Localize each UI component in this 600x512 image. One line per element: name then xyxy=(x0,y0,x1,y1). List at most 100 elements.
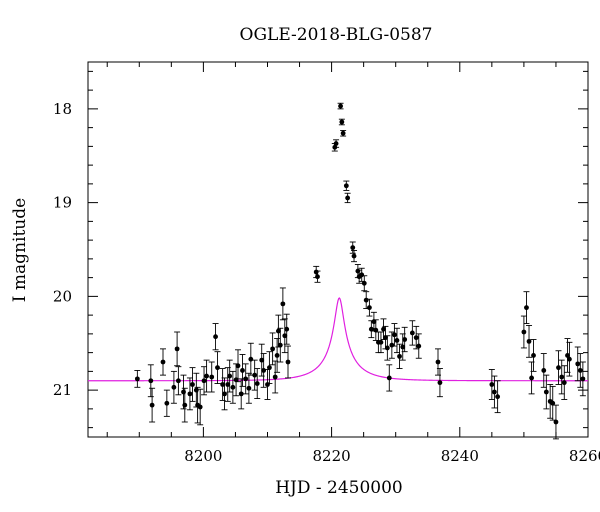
data-point xyxy=(367,305,372,311)
x-tick-label: 8200 xyxy=(184,447,222,465)
data-point xyxy=(400,344,406,350)
y-tick-label: 19 xyxy=(53,194,72,212)
data-point xyxy=(201,378,207,384)
data-point xyxy=(343,183,349,189)
data-point xyxy=(261,368,267,373)
data-point xyxy=(160,359,166,365)
data-point xyxy=(580,376,586,382)
data-point xyxy=(561,380,567,386)
data-point xyxy=(149,402,155,408)
data-point xyxy=(171,384,177,390)
chart-title: OGLE-2018-BLG-0587 xyxy=(240,25,433,45)
data-point xyxy=(435,359,441,365)
y-tick-label: 18 xyxy=(53,100,72,118)
data-point xyxy=(230,384,236,390)
data-point xyxy=(437,380,443,386)
data-point xyxy=(489,382,495,387)
data-point xyxy=(315,274,320,280)
data-point xyxy=(350,245,356,251)
data-point xyxy=(556,365,561,371)
data-point xyxy=(277,342,283,348)
data-point xyxy=(386,375,392,381)
x-tick-label: 8240 xyxy=(441,447,479,465)
plot-area: 8200 8220 8240 8260 18 19 20 21 xyxy=(53,61,600,465)
data-point xyxy=(148,378,154,384)
data-point xyxy=(345,195,351,201)
data-point xyxy=(351,253,357,259)
data-point xyxy=(577,368,583,373)
data-point xyxy=(333,141,339,146)
model-curve xyxy=(88,297,588,382)
data-point xyxy=(270,346,276,352)
y-tick-label: 21 xyxy=(53,381,72,399)
data-point xyxy=(384,345,390,351)
data-point xyxy=(164,400,170,406)
data-point xyxy=(285,359,291,365)
data-point xyxy=(394,338,400,343)
data-point xyxy=(371,319,377,325)
data-point xyxy=(397,353,402,359)
data-point xyxy=(381,326,386,332)
data-point xyxy=(363,297,369,303)
data-point xyxy=(190,382,195,387)
data-point xyxy=(409,330,415,336)
data-point xyxy=(524,305,529,311)
data-point xyxy=(575,361,581,367)
data-point xyxy=(227,373,233,379)
data-point xyxy=(225,382,231,387)
data-point xyxy=(209,374,215,380)
data-point xyxy=(567,356,572,362)
data-point xyxy=(182,402,188,408)
data-point xyxy=(240,368,245,373)
data-point xyxy=(238,391,244,397)
data-point xyxy=(529,375,534,381)
data-point xyxy=(233,377,239,383)
data-point xyxy=(235,363,241,369)
data-point xyxy=(134,376,140,382)
data-point xyxy=(378,339,384,345)
data-point xyxy=(252,372,258,378)
data-point xyxy=(338,103,343,109)
data-point xyxy=(526,338,532,344)
data-point xyxy=(553,419,559,425)
data-point xyxy=(361,280,367,286)
data-point xyxy=(392,332,397,338)
data-point xyxy=(359,272,365,278)
plot-frame xyxy=(87,61,589,438)
x-tick-label: 8260 xyxy=(569,447,600,465)
data-point xyxy=(220,382,226,387)
data-point xyxy=(246,385,252,391)
data-point xyxy=(565,353,570,358)
data-point xyxy=(495,394,501,400)
data-point xyxy=(416,343,422,349)
y-axis-label: I magnitude xyxy=(10,198,30,302)
data-point xyxy=(280,301,286,307)
x-tick-label: 8220 xyxy=(312,447,350,465)
data-point xyxy=(187,391,193,397)
data-point xyxy=(531,353,536,358)
data-point xyxy=(204,373,209,379)
data-point xyxy=(275,328,281,334)
y-tick-label: 20 xyxy=(53,287,72,305)
data-point xyxy=(339,119,345,125)
data-point xyxy=(254,381,260,386)
data-point xyxy=(550,400,556,406)
data-point xyxy=(267,365,272,371)
data-point xyxy=(543,389,549,395)
data-point xyxy=(413,335,419,341)
data-point xyxy=(492,389,497,395)
data-point xyxy=(284,326,290,332)
data-point xyxy=(559,374,565,380)
data-point xyxy=(174,346,180,352)
data-point xyxy=(215,365,220,371)
data-point xyxy=(521,329,527,335)
data-point xyxy=(243,376,249,382)
data-point xyxy=(274,353,280,358)
data-point xyxy=(368,326,374,332)
data-point xyxy=(175,378,181,384)
x-axis-label: HJD - 2450000 xyxy=(275,478,403,498)
data-point xyxy=(197,404,203,410)
data-point xyxy=(402,337,408,342)
data-point xyxy=(340,130,346,136)
